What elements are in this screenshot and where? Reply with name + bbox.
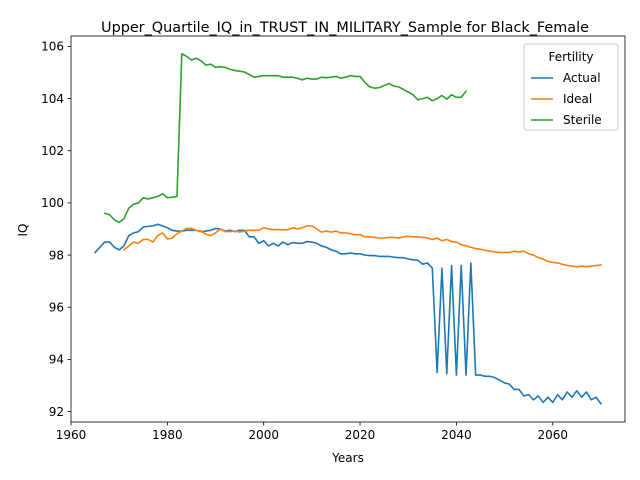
legend-box (523, 43, 619, 131)
y-axis-label: IQ (16, 224, 30, 237)
legend-title: Fertility (548, 50, 593, 64)
y-tick-label: 106 (41, 40, 64, 54)
x-tick-label: 2040 (441, 428, 472, 442)
y-tick-label: 94 (49, 353, 64, 367)
x-axis-label: Years (331, 451, 364, 465)
x-tick-label: 1980 (152, 428, 183, 442)
x-tick-label: 1960 (56, 428, 87, 442)
x-tick-label: 2000 (248, 428, 279, 442)
axes-frame (70, 35, 626, 423)
x-tick-label: 2060 (537, 428, 568, 442)
series-line-ideal (122, 225, 602, 268)
y-tick-label: 100 (41, 196, 64, 210)
y-tick-label: 102 (41, 144, 64, 158)
series-line-actual (93, 223, 603, 405)
legend-label-actual: Actual (563, 71, 601, 85)
series-line-sterile (103, 52, 468, 224)
chart-title: Upper_Quartile_IQ_in_TRUST_IN_MILITARY_S… (101, 20, 589, 36)
plot-area (93, 52, 603, 405)
y-tick-label: 104 (41, 92, 64, 106)
y-tick-label: 96 (49, 300, 64, 314)
x-tick-label: 2020 (345, 428, 376, 442)
legend-label-ideal: Ideal (563, 92, 592, 106)
legend: Fertility Actual Ideal Sterile (523, 43, 619, 131)
y-tick-label: 92 (49, 405, 64, 419)
y-tick-label: 98 (49, 248, 64, 262)
legend-label-sterile: Sterile (563, 113, 602, 127)
axes: 1960 1980 2000 2020 2040 2060 92 94 96 98 100 102 10… (41, 35, 626, 442)
